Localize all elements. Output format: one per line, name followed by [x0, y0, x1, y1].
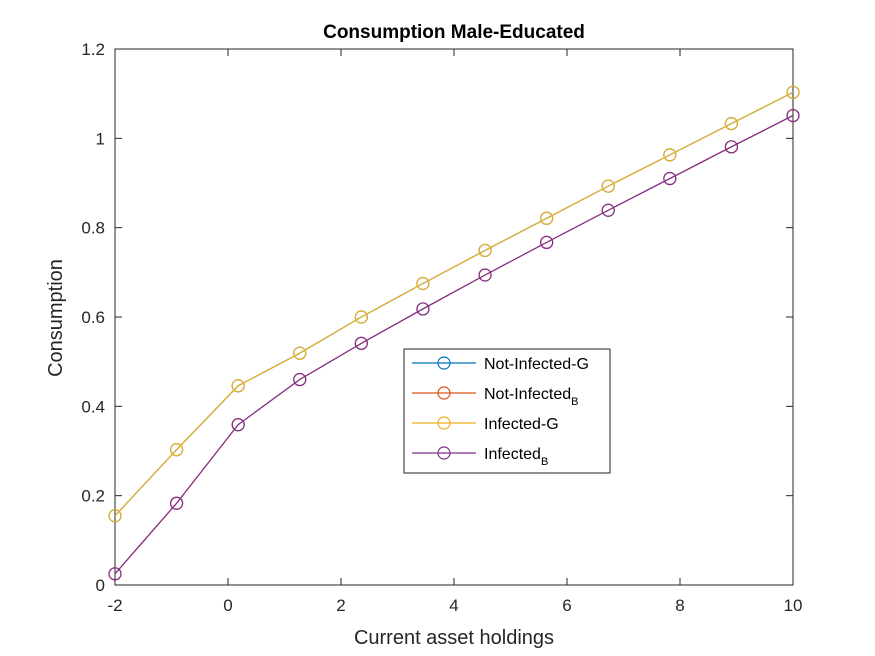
data-point: [354, 336, 368, 350]
data-point: [601, 203, 615, 217]
legend: Not-Infected-G Not-InfectedB Infected-G Inf…: [403, 348, 611, 474]
data-point: [786, 85, 800, 99]
data-point: [231, 379, 245, 393]
data-point: [293, 346, 307, 360]
data-point: [663, 171, 677, 186]
x-tick-label: 4: [449, 596, 458, 615]
data-point: [169, 443, 184, 457]
data-point: [169, 496, 184, 510]
legend-marker: [437, 446, 451, 460]
legend-item: Not-InfectedB: [412, 386, 579, 408]
y-tick-label: 1.2: [81, 40, 105, 59]
data-point: [540, 235, 554, 250]
x-tick-label: 8: [675, 596, 684, 615]
y-tick-label: 0.2: [81, 487, 105, 506]
legend-label: InfectedB: [484, 446, 548, 468]
legend-item: InfectedB: [412, 446, 548, 468]
y-tick-label: 0: [96, 576, 105, 595]
data-point: [724, 116, 739, 131]
data-point: [478, 243, 492, 258]
legend-marker: [437, 356, 451, 370]
data-point: [416, 302, 430, 316]
x-tick-label: -2: [107, 596, 122, 615]
data-point: [478, 268, 492, 282]
data-point: [108, 509, 122, 523]
data-point: [663, 148, 677, 162]
data-point: [540, 211, 554, 225]
data-point: [231, 418, 245, 432]
x-axis-label: Current asset holdings: [354, 627, 554, 649]
y-tick-label: 0.6: [81, 308, 105, 327]
series-2: [108, 85, 800, 523]
chart-title: Consumption Male-Educated: [323, 22, 585, 43]
legend-label: Infected-G: [484, 416, 559, 433]
series-line: [114, 91, 794, 517]
plot-area: [114, 48, 794, 586]
series-3: [108, 108, 800, 581]
legend-label: Not-Infected-G: [484, 356, 589, 373]
x-tick-label: 0: [223, 596, 232, 615]
x-tick-label: 6: [562, 596, 571, 615]
y-axis-label: Consumption: [45, 259, 67, 377]
x-tick-label: 2: [336, 596, 345, 615]
legend-marker: [437, 416, 451, 430]
legend-marker: [437, 386, 451, 400]
legend-item: Infected-G: [412, 416, 559, 433]
legend-item: Not-Infected-G: [412, 356, 589, 373]
x-tick-label: 10: [784, 596, 803, 615]
y-tick-label: 0.4: [81, 397, 105, 416]
data-point: [293, 372, 307, 387]
data-point: [354, 310, 368, 324]
data-point: [786, 108, 800, 123]
axes-box: [114, 48, 794, 586]
y-tick-label: 0.8: [81, 219, 105, 238]
series-layer: [108, 85, 800, 581]
data-point: [601, 179, 615, 193]
data-point: [724, 140, 739, 154]
data-point: [416, 276, 430, 291]
legend-label: Not-InfectedB: [484, 386, 579, 408]
y-tick-label: 1: [96, 129, 105, 148]
series-line: [114, 115, 794, 575]
